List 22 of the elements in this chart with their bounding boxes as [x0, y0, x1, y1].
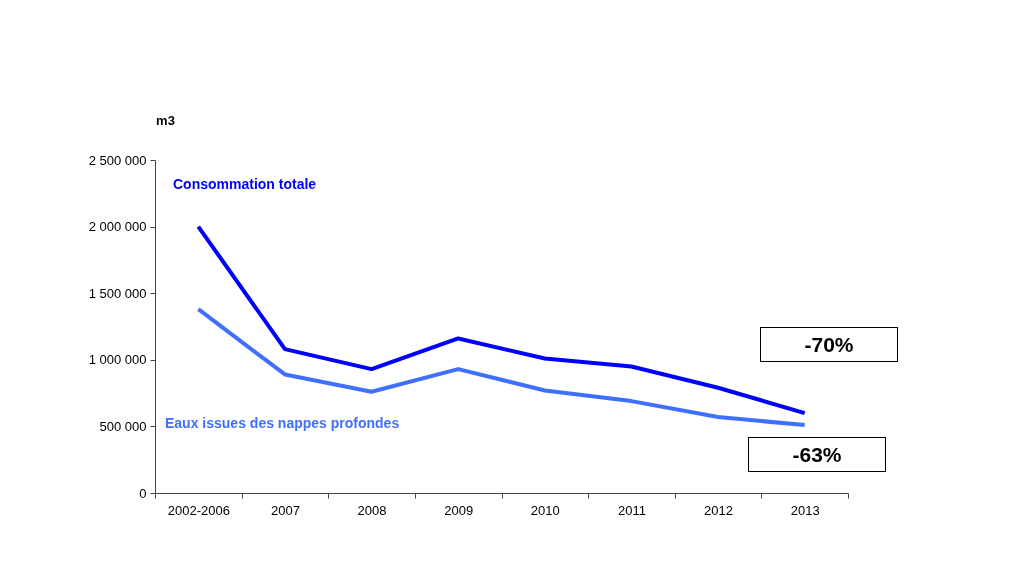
y-tick-label: 1 000 000 — [88, 352, 147, 368]
x-tick-label: 2011 — [617, 502, 646, 518]
y-tick-label: 0 — [139, 485, 147, 501]
text: Eaux issues des nappes profondes — [165, 415, 400, 431]
callout-box: -63% — [748, 437, 886, 472]
x-tick-label: 2012 — [704, 502, 734, 518]
x-tick-label: 2013 — [790, 502, 820, 518]
x-tick-label: 2007 — [270, 502, 300, 518]
text: Consommation totale — [173, 176, 317, 192]
line-series — [196, 224, 807, 416]
y-axis-title: m3 — [156, 112, 175, 128]
annotation: -70% — [804, 332, 854, 357]
x-tick-label: 2009 — [444, 502, 474, 518]
y-tick-label: 2 500 000 — [88, 152, 147, 168]
x-tick-label: 2002-2006 — [167, 502, 230, 518]
y-tick-label: 500 000 — [99, 418, 147, 434]
x-tick-label: 2008 — [357, 502, 387, 518]
x-tick-label: 2010 — [530, 502, 560, 518]
y-tick-label: 1 500 000 — [88, 285, 147, 301]
callout-box: -70% — [760, 327, 898, 362]
y-tick-label: 2 000 000 — [88, 219, 147, 235]
annotation: -63% — [792, 442, 842, 467]
